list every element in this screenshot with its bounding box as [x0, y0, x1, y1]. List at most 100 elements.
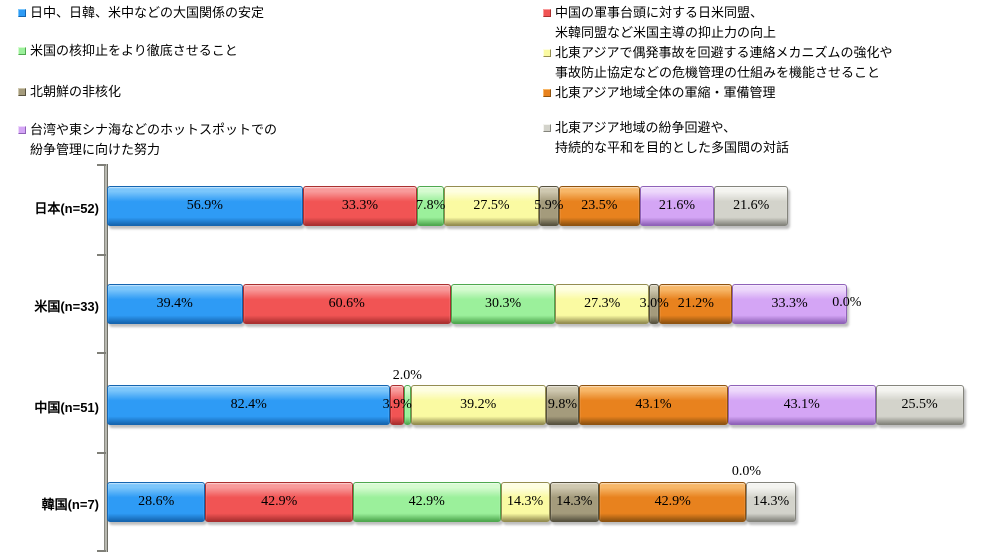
bar-segment: 43.1% — [579, 385, 728, 425]
bar-segment: 21.2% — [659, 284, 733, 324]
legend-item: 中国の軍事台頭に対する日米同盟、 米韓同盟など米国主導の抑止力の向上 — [543, 3, 776, 43]
bar-row: 82.4% 3.9% 2.0% 39.2% 9.8% 43.1% 43.1% 25.5% — [107, 368, 964, 425]
legend-item: 北東アジアで偶発事故を回避する連絡メカニズムの強化や 事故防止協定などの危機管理… — [543, 43, 892, 83]
legend-item: 北東アジア地域の紛争回避や、 持続的な平和を目的とした多国間の対話 — [543, 118, 789, 158]
bar-row: 28.6% 42.9% 42.9% 14.3% 14.3% 42.9% 0.0% 14.3% — [107, 464, 796, 522]
legend-marker-green-icon — [18, 47, 26, 55]
bar-segment: 60.6% — [242, 284, 451, 324]
bar-segment: 33.3% — [732, 284, 847, 324]
legend-marker-blue-icon — [18, 9, 26, 17]
bar-row: 56.9% 33.3% 7.8% 27.5% 5.9% 23.5% 21.6% 21.6% — [107, 186, 789, 226]
segment-value-label: 56.9% — [186, 198, 223, 213]
segment-value-label: 0.0% — [731, 464, 762, 479]
legend-item: 日中、日韓、米中などの大国関係の安定 — [18, 3, 264, 23]
bar-segment: 39.4% — [107, 284, 243, 324]
segment-value-label: 5.9% — [534, 198, 564, 213]
bar-segment: 28.6% — [107, 482, 206, 522]
legend-item: 台湾や東シナ海などのホットスポットでの 紛争管理に向けた努力 — [18, 120, 277, 160]
legend-marker-orange-icon — [543, 89, 551, 97]
segment-value-label: 21.2% — [677, 296, 714, 311]
bar-segment: 23.5% — [558, 186, 640, 226]
bar-segment: 42.9% — [205, 482, 353, 522]
axis-tick — [97, 550, 106, 552]
segment-value-label: 27.5% — [473, 198, 510, 213]
bar-segment: 14.3% — [746, 482, 796, 522]
segment-value-label: 23.5% — [581, 198, 618, 213]
bar-row: 39.4% 60.6% 30.3% 27.3% 3.0% 21.2% 33.3% 0.0% — [107, 284, 861, 324]
segment-value-label: 33.3% — [771, 296, 808, 311]
bar-segment: 9.8% — [545, 385, 580, 425]
legend-item: 北朝鮮の非核化 — [18, 82, 121, 102]
segment-value-label: 27.3% — [584, 296, 621, 311]
bar-segment: 7.8% — [416, 186, 446, 226]
legend-label: 中国の軍事台頭に対する日米同盟、 米韓同盟など米国主導の抑止力の向上 — [555, 5, 777, 40]
segment-value-label: 28.6% — [138, 494, 175, 509]
y-axis — [104, 164, 108, 552]
bar-segment: 30.3% — [450, 284, 556, 324]
segment-value-label: 3.0% — [639, 296, 669, 311]
segment-value-label: 42.9% — [261, 494, 298, 509]
segment-value-label: 7.8% — [416, 198, 446, 213]
category-label: 韓国(n=7) — [41, 497, 99, 512]
segment-value-label: 9.8% — [547, 397, 578, 412]
segment-value-label: 43.1% — [783, 397, 820, 412]
bar-segment: 27.3% — [555, 284, 650, 324]
segment-value-label: 39.4% — [156, 296, 193, 311]
legend-label: 北東アジア地域の紛争回避や、 持続的な平和を目的とした多国間の対話 — [555, 120, 790, 155]
axis-tick — [97, 164, 106, 166]
legend-label: 日中、日韓、米中などの大国関係の安定 — [30, 5, 265, 20]
bar-segment: 21.6% — [714, 186, 789, 226]
legend-marker-purple-icon — [18, 126, 26, 134]
bar-segment: 21.6% — [639, 186, 715, 226]
legend-item: 米国の核抑止をより徹底させること — [18, 41, 238, 61]
segment-value-label: 82.4% — [230, 397, 267, 412]
bar-segment: 43.1% — [727, 385, 876, 425]
legend-item: 北東アジア地域全体の軍縮・軍備管理 — [543, 83, 775, 103]
bar-segment: 42.9% — [352, 482, 501, 522]
bar-segment: 25.5% — [875, 385, 964, 425]
bar-segment: 2.0% — [393, 368, 422, 425]
legend-marker-gray-icon — [543, 124, 551, 132]
segment-value-label: 14.3% — [752, 494, 790, 509]
segment-value-label: 43.1% — [635, 397, 672, 412]
category-label: 日本(n=52) — [34, 201, 99, 216]
bar-segment: 3.0% — [640, 284, 669, 324]
legend-label: 台湾や東シナ海などのホットスポットでの 紛争管理に向けた努力 — [30, 122, 278, 157]
bar-segment: 14.3% — [549, 482, 599, 522]
segment-value-label: 14.3% — [507, 494, 544, 509]
bar-segment: 39.2% — [410, 385, 546, 425]
bar-segment: 42.9% — [598, 482, 747, 522]
bar-segment: 27.5% — [444, 186, 539, 226]
segment-value-label: 42.9% — [408, 494, 445, 509]
segment-value-label: 21.6% — [658, 198, 696, 213]
legend-label: 北東アジア地域全体の軍縮・軍備管理 — [555, 85, 776, 100]
segment-value-label: 60.6% — [328, 296, 365, 311]
bar-segment: 5.9% — [534, 186, 563, 226]
axis-tick — [97, 452, 106, 454]
legend-label: 北東アジアで偶発事故を回避する連絡メカニズムの強化や 事故防止協定などの危機管理… — [555, 45, 893, 80]
segment-value-label: 25.5% — [901, 397, 938, 412]
segment-value-label: 30.3% — [485, 296, 522, 311]
category-label: 中国(n=51) — [34, 400, 99, 415]
segment-value-label: 14.3% — [556, 494, 593, 509]
legend-label: 北朝鮮の非核化 — [30, 84, 122, 99]
segment-value-label: 42.9% — [654, 494, 691, 509]
bar-segment: 82.4% — [107, 385, 391, 425]
legend-marker-yellow-icon — [543, 49, 551, 57]
segment-value-label: 33.3% — [341, 198, 379, 213]
legend-label: 米国の核抑止をより徹底させること — [30, 43, 238, 58]
axis-tick — [97, 352, 106, 354]
axis-tick — [97, 254, 106, 256]
segment-value-label: 21.6% — [733, 198, 770, 213]
segment-value-label: 3.9% — [382, 397, 412, 412]
legend-marker-red-icon — [543, 9, 551, 17]
segment-value-label: 0.0% — [832, 295, 862, 310]
segment-value-label: 39.2% — [460, 397, 497, 412]
legend-marker-olive-icon — [18, 88, 26, 96]
bar-segment: 33.3% — [302, 186, 418, 226]
bar-segment: 56.9% — [107, 186, 303, 226]
category-label: 米国(n=33) — [34, 299, 99, 314]
segment-value-label: 2.0% — [392, 368, 422, 383]
bar-segment: 3.9% — [383, 385, 412, 425]
